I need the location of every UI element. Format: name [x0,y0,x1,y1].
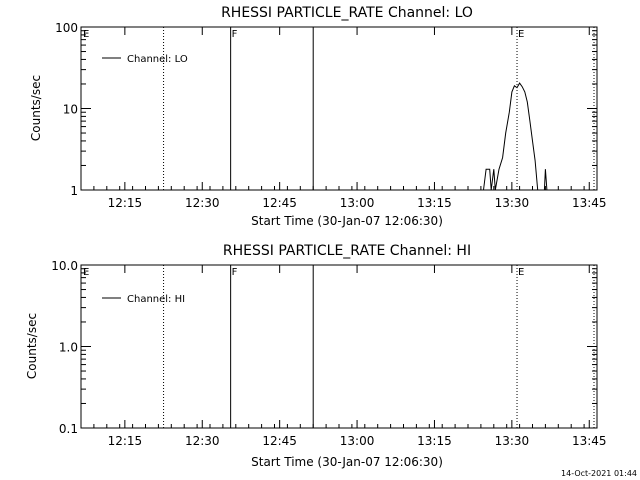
chart-title: RHESSI PARTICLE_RATE Channel: HI [223,243,471,259]
x-tick-label: 12:45 [262,196,297,210]
y-tick-label: 1.0 [59,341,78,355]
x-tick-label: 13:45 [572,434,607,448]
x-axis-label: Start Time (30-Jan-07 12:06:30) [251,455,443,469]
x-tick-label: 13:00 [340,196,375,210]
event-lines: F EE [83,27,595,190]
x-tick-label: 13:00 [340,434,375,448]
event-lines: F EE [83,265,595,428]
x-tick-label: 13:15 [417,196,452,210]
x-tick-label: 13:45 [572,196,607,210]
x-tick-label: 12:30 [185,434,220,448]
series-line-lo [483,82,548,191]
legend-label: Channel: LO [127,54,188,65]
y-tick-label: 1 [70,184,78,198]
chart-title: RHESSI PARTICLE_RATE Channel: LO [221,5,473,21]
event-marker-label: F [232,267,238,278]
y-axis-label: Counts/sec [25,313,39,379]
x-axis-ticks: 12:15 12:30 12:45 13:00 13:15 13:30 13:45 [80,27,607,210]
x-tick-label: 12:15 [108,196,143,210]
y-axis-ticks: 1 10 100 [55,21,597,198]
x-tick-label: 12:30 [185,196,220,210]
x-tick-label: 12:15 [108,434,143,448]
event-marker-label: E [518,267,524,278]
y-tick-label: 10 [63,103,78,117]
y-axis-ticks: 0.1 1.0 10.0 [51,259,597,436]
legend-label: Channel: HI [127,294,185,305]
x-tick-label: 13:15 [417,434,452,448]
plot-frame [80,26,598,191]
x-axis-ticks: 12:15 12:30 12:45 13:00 13:15 13:30 13:45 [80,265,607,448]
event-marker-label: E [518,29,524,40]
panel-hi: RHESSI PARTICLE_RATE Channel: HI Counts/… [25,243,607,469]
x-tick-label: 13:30 [495,434,530,448]
x-axis-label: Start Time (30-Jan-07 12:06:30) [251,214,443,228]
event-marker-label: E [83,29,89,40]
y-axis-label: Counts/sec [29,75,43,141]
event-marker-label: E [83,267,89,278]
y-tick-label: 100 [55,21,78,35]
x-tick-label: 13:30 [495,196,530,210]
x-tick-label: 12:45 [262,434,297,448]
y-tick-label: 10.0 [51,259,78,273]
timestamp: 14-Oct-2021 01:44 [561,469,637,478]
panel-lo: RHESSI PARTICLE_RATE Channel: LO Counts/… [29,5,607,228]
y-tick-label: 0.1 [59,422,78,436]
event-marker-label: F [232,29,238,40]
plot-frame [80,264,598,429]
